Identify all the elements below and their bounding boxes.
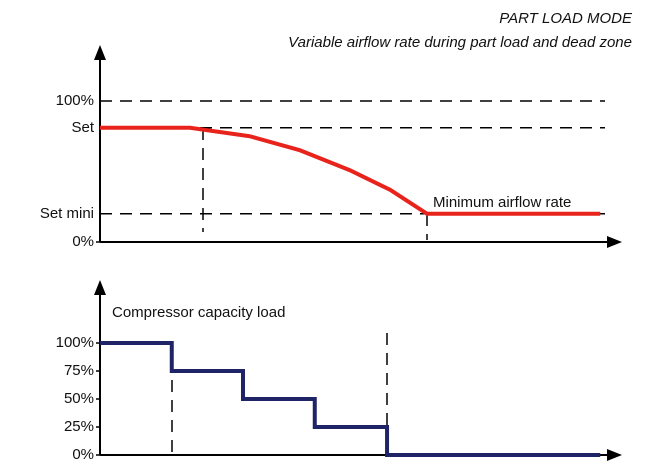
subtitle: Variable airflow rate during part load a… [288, 34, 632, 51]
arrows [94, 45, 622, 461]
data-line [100, 341, 601, 457]
y-tick-label: 50% [64, 390, 94, 407]
y-tick-label: 100% [56, 92, 94, 109]
title: PART LOAD MODE [499, 10, 633, 27]
annotation: Minimum airflow rate [433, 194, 571, 211]
axes [99, 58, 610, 456]
y-tick-label: 75% [64, 362, 94, 379]
y-axis-label: Compressor capacity load [112, 304, 285, 321]
y-tick-label: 0% [72, 233, 94, 250]
y-tick-label: Set [71, 119, 94, 136]
y-tick-label: 100% [56, 334, 94, 351]
y-tick-label: 0% [72, 446, 94, 463]
y-tick-label: 25% [64, 418, 94, 435]
markers [171, 128, 428, 452]
data-line [100, 125, 601, 216]
y-tick-label: Set mini [40, 205, 94, 222]
